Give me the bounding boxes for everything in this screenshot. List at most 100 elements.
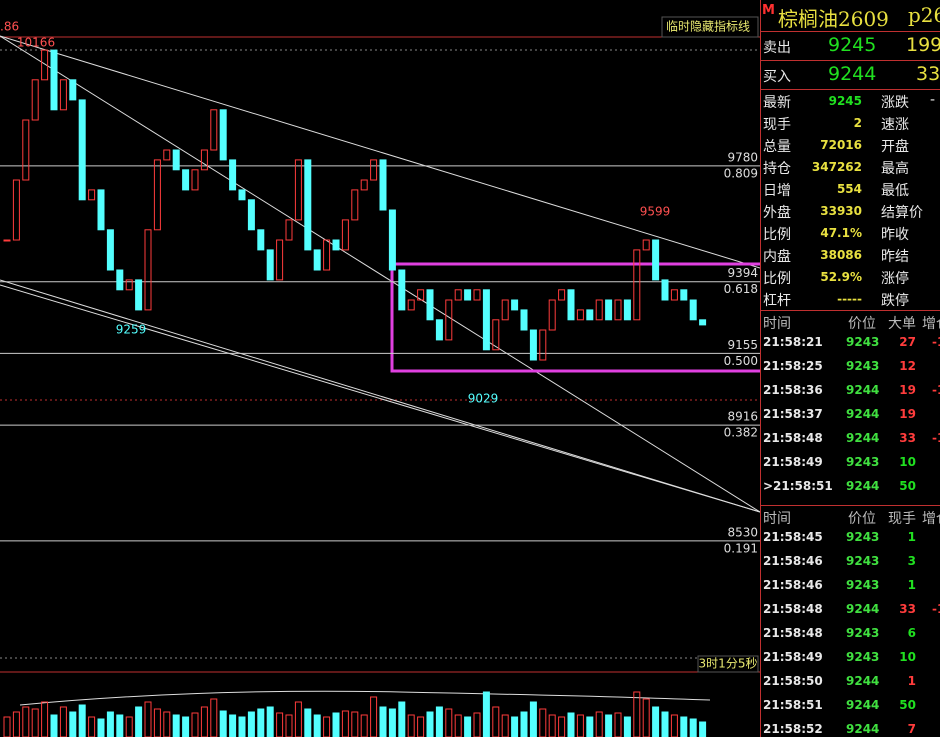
stat-label: 持仓 [763, 161, 791, 177]
table-header: 时间 [763, 511, 791, 527]
candle [351, 189, 359, 221]
timer-label: 3时1分5秒 [699, 657, 758, 671]
volume-bar [511, 716, 519, 737]
time: >21:58:51 [763, 479, 833, 493]
candle [445, 299, 453, 341]
volume-bar [642, 698, 650, 737]
stat-label: 外盘 [763, 205, 791, 221]
volume-bar [360, 714, 368, 737]
candle [388, 209, 396, 271]
stat-value: 47.1% [820, 226, 862, 240]
volume-bar [689, 718, 697, 737]
candle [59, 79, 67, 111]
stat-label: 杠杆 [763, 293, 791, 309]
volume-bar [398, 701, 406, 737]
table-header: 时间 [763, 316, 791, 332]
candle [219, 109, 227, 161]
time: 21:58:50 [763, 674, 823, 688]
volume-bar [623, 716, 631, 737]
change: -1 [932, 602, 940, 616]
table-header: 价位 [848, 316, 876, 332]
volume-bar [435, 706, 443, 737]
rule [760, 310, 940, 311]
time: 21:58:46 [763, 554, 823, 568]
volume-bar [191, 712, 199, 737]
volume-bar [135, 706, 143, 737]
candle [276, 239, 284, 281]
cut-label: .86 [0, 20, 19, 34]
stat-value: 33930 [820, 204, 862, 218]
table-header: 现手 [888, 511, 916, 527]
volume-bar [276, 712, 284, 737]
volume: 7 [907, 722, 916, 736]
volume-bar [59, 706, 67, 737]
candle [520, 309, 528, 331]
volume-bar [520, 711, 528, 737]
candle [294, 159, 302, 221]
timer-box [697, 655, 759, 673]
title: 棕榈油2609 [778, 7, 889, 31]
level-price: 9780 [727, 150, 758, 164]
table-header: 价位 [848, 511, 876, 527]
volume-bar [492, 706, 500, 737]
stat-label: 比例 [763, 271, 791, 287]
price: 9244 [846, 407, 880, 421]
candle [426, 289, 434, 321]
candle [558, 289, 566, 301]
volume-bar [294, 701, 302, 737]
price: 9243 [846, 530, 880, 544]
volume-average [19, 690, 711, 706]
stat-label: 日增 [763, 183, 791, 199]
corner-label: 临时隐藏指标线 [666, 19, 750, 34]
volume-bar [473, 712, 481, 737]
volume-bar [370, 696, 378, 737]
price: 9244 [846, 674, 880, 688]
sell-price: 9245 [828, 34, 877, 56]
volume-bar [238, 716, 246, 737]
time: 21:58:52 [763, 722, 823, 736]
volume-bar [464, 716, 472, 737]
volume-bar [88, 716, 96, 737]
stat-value: - [930, 92, 936, 108]
candle [567, 289, 575, 321]
volume: 3 [907, 554, 916, 568]
time: 21:58:46 [763, 578, 823, 592]
stat-label: 速涨 [881, 117, 909, 133]
time: 21:58:21 [763, 335, 823, 349]
candle [435, 319, 443, 341]
candle [78, 99, 86, 201]
candle [313, 249, 321, 271]
candle [529, 329, 537, 361]
time: 21:58:25 [763, 359, 823, 373]
volume-bar [22, 706, 30, 737]
candle [12, 179, 20, 241]
candle [473, 289, 481, 301]
candle [539, 329, 547, 361]
volume-bar [266, 706, 274, 737]
candle [285, 219, 293, 241]
level-ratio: 0.618 [724, 282, 758, 296]
badge: M [762, 3, 775, 18]
volume-bar [548, 714, 556, 737]
time: 21:58:51 [763, 698, 823, 712]
candle [69, 79, 77, 101]
volume-bar [567, 712, 575, 737]
time: 21:58:37 [763, 407, 823, 421]
stat-value: 52.9% [820, 270, 862, 284]
volume: 10 [899, 455, 916, 469]
price: 9244 [846, 722, 880, 736]
stat-label: 最低 [881, 183, 909, 199]
annotation: 9029 [468, 392, 499, 406]
price: 9244 [846, 383, 880, 397]
chart-bg [0, 0, 760, 737]
volume-bar [558, 716, 566, 737]
volume-bar [210, 698, 218, 737]
stat-value: 38086 [820, 248, 862, 262]
volume-bar [445, 708, 453, 737]
volume-bar [323, 716, 331, 737]
level-ratio: 0.382 [724, 426, 758, 440]
candle [492, 319, 500, 351]
candle [3, 239, 11, 242]
candle [360, 179, 368, 191]
stat-label: 结算价 [881, 205, 923, 221]
